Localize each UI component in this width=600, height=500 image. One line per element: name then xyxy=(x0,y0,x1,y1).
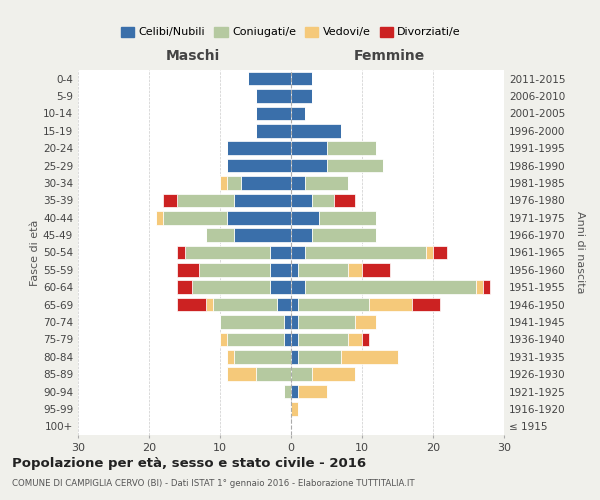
Bar xyxy=(227,350,234,364)
Bar xyxy=(291,280,305,294)
Bar xyxy=(234,350,291,364)
Bar xyxy=(291,402,298,415)
Bar xyxy=(234,228,291,242)
Bar xyxy=(313,228,376,242)
Bar xyxy=(291,72,313,86)
Text: Popolazione per età, sesso e stato civile - 2016: Popolazione per età, sesso e stato civil… xyxy=(12,458,366,470)
Bar xyxy=(326,142,376,155)
Bar xyxy=(256,368,291,381)
Bar xyxy=(206,298,213,312)
Bar xyxy=(298,315,355,329)
Bar xyxy=(326,159,383,172)
Bar xyxy=(291,368,313,381)
Bar xyxy=(241,176,291,190)
Bar xyxy=(163,194,178,207)
Bar xyxy=(178,263,199,276)
Bar xyxy=(291,246,305,260)
Bar xyxy=(270,246,291,260)
Bar xyxy=(178,194,234,207)
Bar xyxy=(284,332,291,346)
Bar xyxy=(298,350,341,364)
Bar xyxy=(348,332,362,346)
Bar xyxy=(206,228,234,242)
Bar xyxy=(291,124,341,138)
Text: Maschi: Maschi xyxy=(166,48,220,62)
Bar xyxy=(227,176,241,190)
Bar xyxy=(291,228,313,242)
Bar xyxy=(277,298,291,312)
Bar xyxy=(227,332,284,346)
Bar xyxy=(256,90,291,103)
Bar xyxy=(313,194,334,207)
Bar xyxy=(313,368,355,381)
Bar xyxy=(476,280,483,294)
Bar xyxy=(291,90,313,103)
Bar xyxy=(305,280,476,294)
Bar xyxy=(220,176,227,190)
Bar xyxy=(412,298,440,312)
Bar xyxy=(319,211,376,224)
Bar xyxy=(248,72,291,86)
Bar xyxy=(348,263,362,276)
Bar xyxy=(291,142,326,155)
Bar xyxy=(291,315,298,329)
Bar xyxy=(227,159,291,172)
Bar xyxy=(199,263,270,276)
Bar xyxy=(234,194,291,207)
Bar xyxy=(291,332,298,346)
Bar xyxy=(291,263,298,276)
Bar xyxy=(305,246,426,260)
Bar xyxy=(227,211,291,224)
Bar xyxy=(291,211,319,224)
Bar xyxy=(270,280,291,294)
Bar xyxy=(482,280,490,294)
Bar xyxy=(291,176,305,190)
Text: Femmine: Femmine xyxy=(353,48,425,62)
Bar xyxy=(298,298,369,312)
Bar xyxy=(298,263,348,276)
Bar xyxy=(270,263,291,276)
Bar xyxy=(291,106,305,120)
Y-axis label: Fasce di età: Fasce di età xyxy=(30,220,40,286)
Bar xyxy=(256,106,291,120)
Bar xyxy=(305,176,348,190)
Bar xyxy=(256,124,291,138)
Bar xyxy=(178,246,185,260)
Bar xyxy=(369,298,412,312)
Bar xyxy=(178,298,206,312)
Bar xyxy=(362,263,391,276)
Bar xyxy=(227,142,291,155)
Bar xyxy=(291,385,298,398)
Text: COMUNE DI CAMPIGLIA CERVO (BI) - Dati ISTAT 1° gennaio 2016 - Elaborazione TUTTI: COMUNE DI CAMPIGLIA CERVO (BI) - Dati IS… xyxy=(12,479,415,488)
Bar xyxy=(433,246,447,260)
Bar xyxy=(334,194,355,207)
Bar xyxy=(426,246,433,260)
Bar xyxy=(362,332,369,346)
Bar xyxy=(220,332,227,346)
Bar xyxy=(213,298,277,312)
Bar xyxy=(355,315,376,329)
Y-axis label: Anni di nascita: Anni di nascita xyxy=(575,211,585,294)
Bar xyxy=(284,315,291,329)
Bar xyxy=(291,350,298,364)
Bar xyxy=(291,194,313,207)
Bar xyxy=(298,332,348,346)
Bar xyxy=(341,350,398,364)
Bar xyxy=(284,385,291,398)
Bar xyxy=(163,211,227,224)
Bar xyxy=(227,368,256,381)
Bar xyxy=(291,298,298,312)
Bar xyxy=(298,385,326,398)
Bar xyxy=(185,246,270,260)
Bar xyxy=(220,315,284,329)
Bar xyxy=(191,280,270,294)
Bar xyxy=(156,211,163,224)
Legend: Celibi/Nubili, Coniugati/e, Vedovi/e, Divorziati/e: Celibi/Nubili, Coniugati/e, Vedovi/e, Di… xyxy=(119,24,463,40)
Bar xyxy=(178,280,191,294)
Bar xyxy=(291,159,326,172)
